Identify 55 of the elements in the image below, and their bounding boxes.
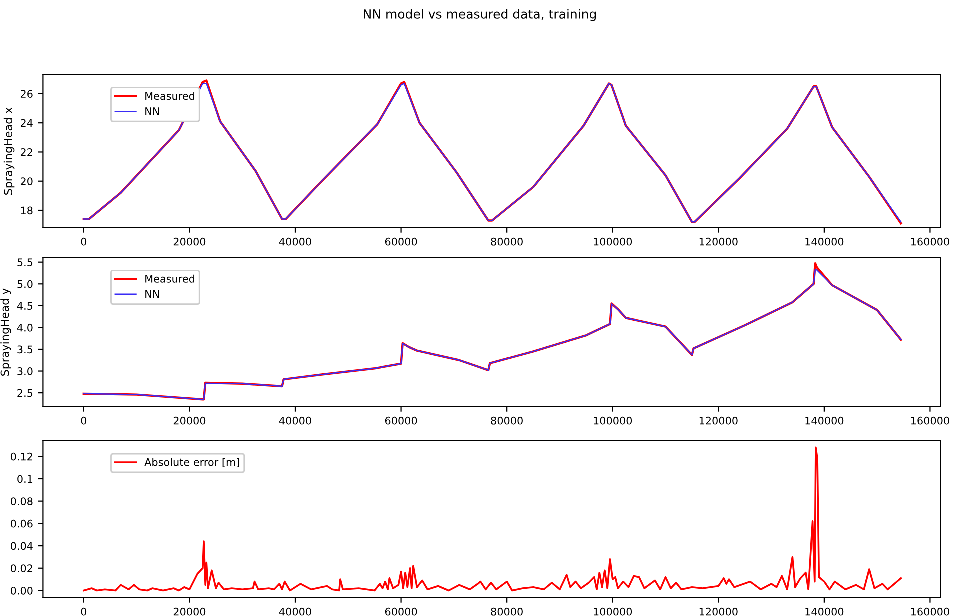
- x-tick-label: 0: [81, 608, 87, 616]
- y-tick-label: 20: [20, 178, 33, 186]
- x-tick-label: 80000: [491, 416, 523, 425]
- x-tick-label: 160000: [911, 608, 950, 616]
- x-tick-label: 120000: [700, 608, 738, 616]
- legend-label: NN: [146, 108, 160, 116]
- x-tick-label: 20000: [174, 608, 206, 616]
- y-tick-label: 4.0: [17, 324, 33, 332]
- line-series: [83, 446, 902, 592]
- x-tick-label: 60000: [385, 608, 418, 616]
- x-tick-label: 160000: [911, 416, 950, 425]
- y-tick-label: 5.5: [18, 258, 33, 266]
- x-tick-label: 80000: [491, 238, 523, 246]
- y-tick-label: 5.0: [18, 280, 33, 288]
- y-axis-title: SprayingHead x: [4, 108, 15, 195]
- x-tick-label: 80000: [491, 608, 523, 616]
- y-tick-label: 3.0: [18, 368, 33, 376]
- x-tick-label: 40000: [279, 238, 312, 246]
- x-tick-label: 120000: [700, 416, 738, 425]
- x-tick-label: 20000: [174, 238, 206, 246]
- y-tick-label: 0.1: [18, 475, 33, 484]
- x-tick-label: 40000: [279, 608, 312, 616]
- y-tick-label: 3.5: [18, 346, 33, 354]
- x-tick-label: 40000: [279, 416, 312, 425]
- y-tick-label: 0.08: [10, 498, 33, 506]
- x-tick-label: 100000: [594, 416, 632, 425]
- x-tick-label: 120000: [700, 238, 738, 246]
- legend-label: NN: [146, 290, 160, 298]
- x-tick-label: 0: [81, 238, 87, 246]
- x-tick-label: 60000: [385, 238, 418, 246]
- y-tick-label: 0.00: [10, 586, 33, 595]
- chart-title: NN model vs measured data, training: [364, 9, 596, 22]
- x-tick-label: 140000: [806, 238, 844, 246]
- y-tick-label: 18: [21, 206, 33, 215]
- y-tick-label: 26: [20, 90, 33, 98]
- x-tick-label: 140000: [806, 608, 844, 616]
- legend-label: Absolute error [m]: [144, 458, 240, 468]
- x-tick-label: 140000: [806, 416, 844, 425]
- legend-label: Measured: [146, 92, 195, 100]
- y-tick-label: 0.12: [10, 452, 32, 461]
- y-tick-label: 0.02: [10, 564, 32, 572]
- legend-label: Measured: [146, 274, 195, 283]
- y-tick-label: 4.5: [17, 302, 33, 310]
- x-tick-label: 100000: [594, 608, 632, 616]
- x-tick-label: 160000: [911, 238, 950, 246]
- y-axis-title: SprayingHead y: [0, 288, 12, 376]
- x-tick-label: 0: [81, 416, 87, 425]
- x-tick-label: 100000: [594, 238, 632, 246]
- y-tick-label: 2.5: [18, 389, 33, 398]
- y-tick-label: 0.06: [10, 520, 33, 528]
- y-tick-label: 0.04: [10, 542, 33, 550]
- x-tick-label: 60000: [385, 416, 418, 425]
- y-tick-label: 22: [20, 148, 32, 156]
- y-tick-label: 24: [20, 119, 33, 128]
- x-tick-label: 20000: [174, 416, 206, 425]
